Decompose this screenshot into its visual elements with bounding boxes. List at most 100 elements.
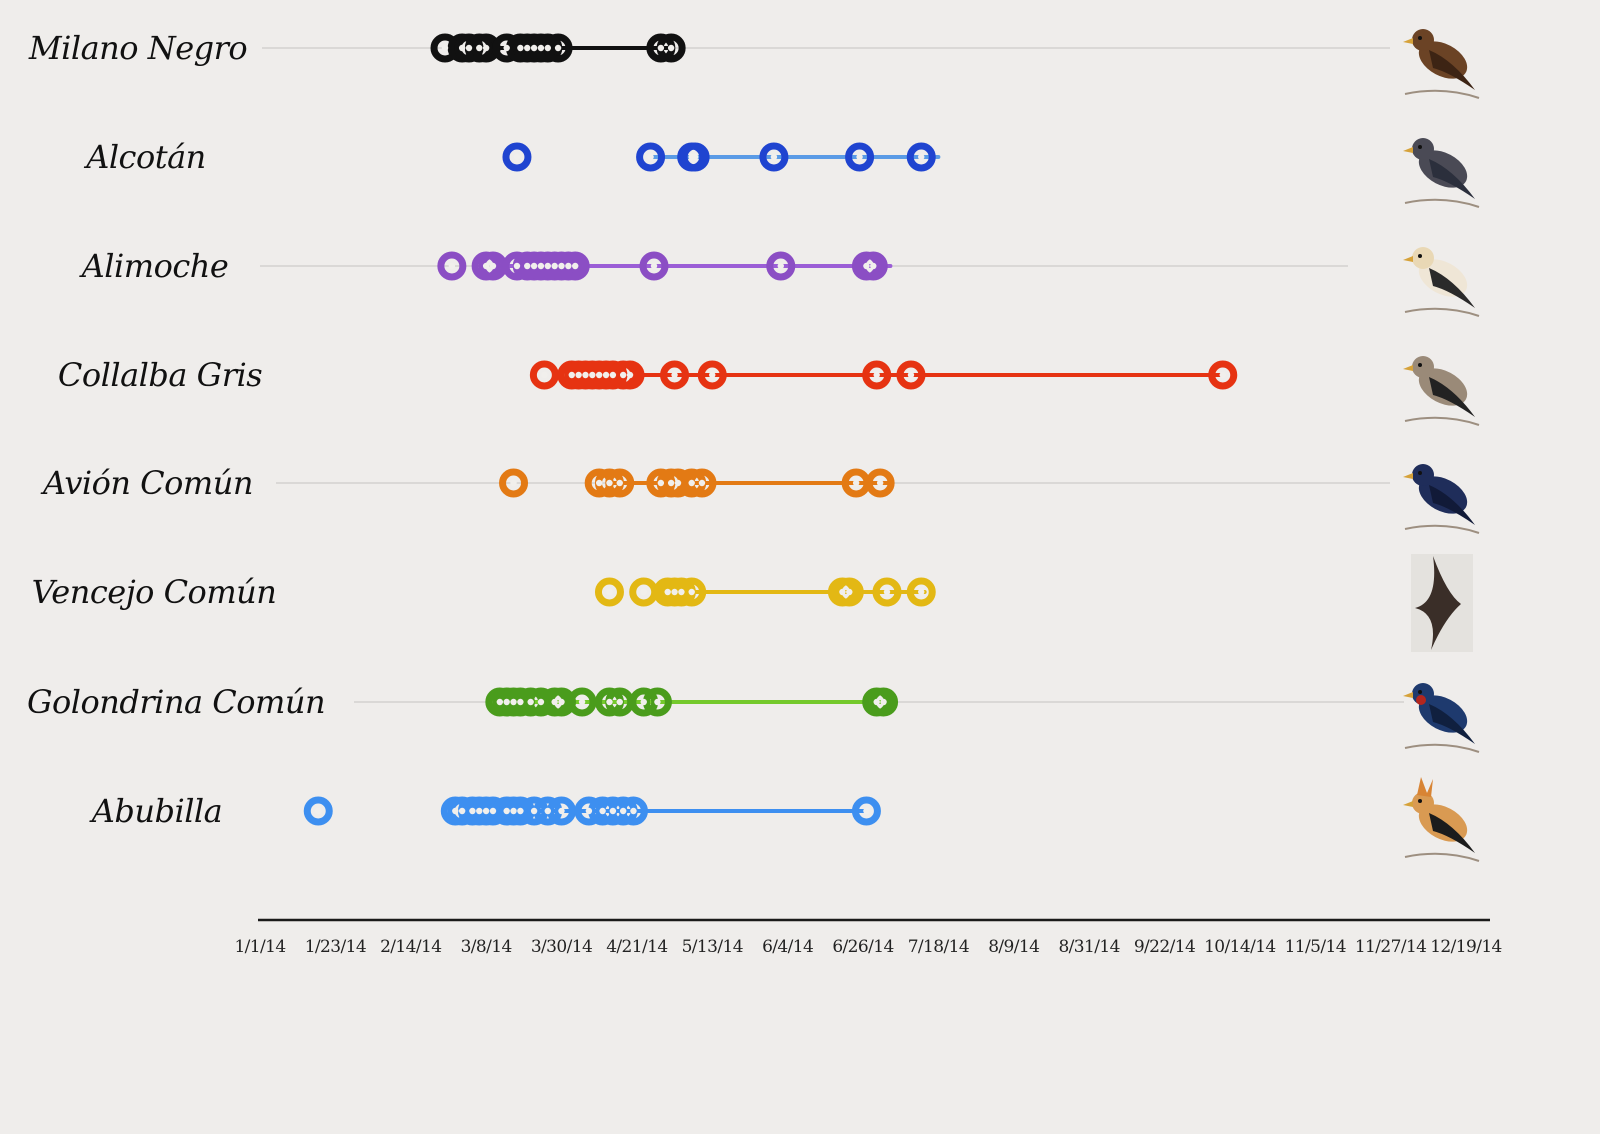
sighting-marker-center [513, 153, 521, 161]
sighting-marker-center [876, 479, 884, 487]
sighting-marker [766, 251, 796, 281]
sighting-marker-center [441, 44, 449, 52]
sighting-marker-center [537, 44, 545, 52]
sighting-marker-center [671, 588, 678, 596]
sighting-marker-center [863, 262, 870, 270]
sighting-marker-center [595, 479, 603, 487]
sighting-marker [869, 687, 899, 717]
sighting-marker-center [496, 698, 504, 706]
sighting-marker-center [452, 807, 459, 815]
sighting-marker-center [688, 588, 695, 596]
x-tick-label: 7/18/14 [908, 937, 969, 957]
sighting-marker-center [482, 807, 490, 815]
sighting-marker [303, 796, 333, 826]
sighting-marker-center [489, 262, 497, 270]
sighting-marker [906, 142, 936, 172]
sighting-marker [639, 251, 669, 281]
sighting-marker [858, 251, 888, 281]
sighting-marker-center [616, 479, 623, 487]
sighting-marker [896, 360, 926, 390]
sighting-marker-center [630, 807, 637, 815]
sighting-marker-center [558, 262, 565, 270]
sighting-marker-center [595, 371, 603, 379]
sighting-marker-center [503, 807, 510, 815]
sighting-marker-center [541, 371, 548, 379]
sighting-marker-center [458, 44, 466, 52]
species-label: Milano Negro [28, 29, 247, 67]
house-martin-icon [1403, 464, 1480, 534]
sighting-marker-center [558, 807, 565, 815]
sighting-marker-center [482, 262, 490, 270]
sighting-marker-center [606, 588, 613, 596]
sighting-marker-center [554, 44, 562, 52]
sighting-marker-center [839, 588, 846, 596]
sighting-marker-center [856, 153, 863, 161]
sighting-marker-center [870, 262, 877, 270]
sighting-marker-center [664, 588, 671, 596]
sighting-marker-center [606, 698, 613, 706]
sighting-marker-center [883, 588, 891, 596]
sighting-marker-center [578, 698, 586, 706]
sighting-marker-center [544, 262, 551, 270]
northern-wheatear-icon [1403, 356, 1480, 426]
sighting-marker-center [448, 262, 456, 270]
sighting-marker-center [537, 262, 545, 270]
sighting-marker-center [544, 44, 551, 52]
egyptian-vulture-icon [1403, 247, 1480, 317]
sighting-marker [567, 687, 597, 717]
sighting-marker [906, 577, 936, 607]
sighting-marker-center [530, 807, 538, 815]
sighting-marker [680, 142, 710, 172]
sighting-marker-center [503, 44, 510, 52]
sighting-marker-center [1219, 371, 1226, 379]
sighting-marker-center [619, 807, 627, 815]
x-tick-label: 11/27/14 [1355, 937, 1427, 957]
species-row: Collalba Gris [58, 356, 1480, 426]
sighting-marker-center [565, 262, 572, 270]
x-tick-label: 6/26/14 [832, 937, 893, 957]
sighting-marker-center [640, 588, 647, 596]
sighting-marker-center [609, 371, 617, 379]
sighting-marker [865, 468, 895, 498]
sighting-marker-center [602, 371, 610, 379]
sighting-marker-center [551, 698, 558, 706]
species-row: Milano Negro [28, 29, 1480, 99]
sighting-marker-center [626, 371, 634, 379]
sighting-marker-center [657, 479, 665, 487]
sighting-marker-center [852, 479, 860, 487]
sighting-marker-center [510, 479, 517, 487]
sighting-marker-center [476, 44, 483, 52]
species-row: Avión Común [40, 464, 1480, 534]
sighting-marker-center [777, 262, 784, 270]
sighting-marker-center [524, 262, 531, 270]
x-tick-label: 1/1/14 [234, 937, 285, 957]
sighting-marker-center [698, 479, 706, 487]
species-label: Avión Común [40, 464, 253, 502]
sighting-marker-center [482, 44, 490, 52]
sighting-marker-center [616, 698, 623, 706]
sighting-marker-center [619, 371, 627, 379]
x-tick-label: 5/13/14 [682, 937, 743, 957]
x-tick-label: 6/4/14 [762, 937, 813, 957]
species-row: Vencejo Común [32, 554, 1473, 652]
species-row: Abubilla [89, 777, 1480, 862]
sighting-marker-center [524, 44, 531, 52]
sighting-marker [636, 142, 666, 172]
sighting-marker-center [476, 807, 483, 815]
x-tick-label: 4/21/14 [606, 937, 667, 957]
sighting-marker [697, 360, 727, 390]
sighting-marker [615, 360, 645, 390]
species-label: Abubilla [89, 792, 222, 830]
x-tick-label: 9/22/14 [1134, 937, 1195, 957]
sighting-marker-center [863, 807, 870, 815]
sighting-marker-center [517, 44, 524, 52]
x-tick-label: 8/9/14 [988, 937, 1039, 957]
sighting-marker-center [770, 153, 778, 161]
barn-swallow-icon [1403, 683, 1480, 753]
sighting-marker [862, 360, 892, 390]
sighting-marker-center [873, 371, 880, 379]
sighting-marker-center [465, 44, 473, 52]
species-label: Golondrina Común [27, 683, 325, 721]
black-kite-icon [1403, 29, 1480, 99]
